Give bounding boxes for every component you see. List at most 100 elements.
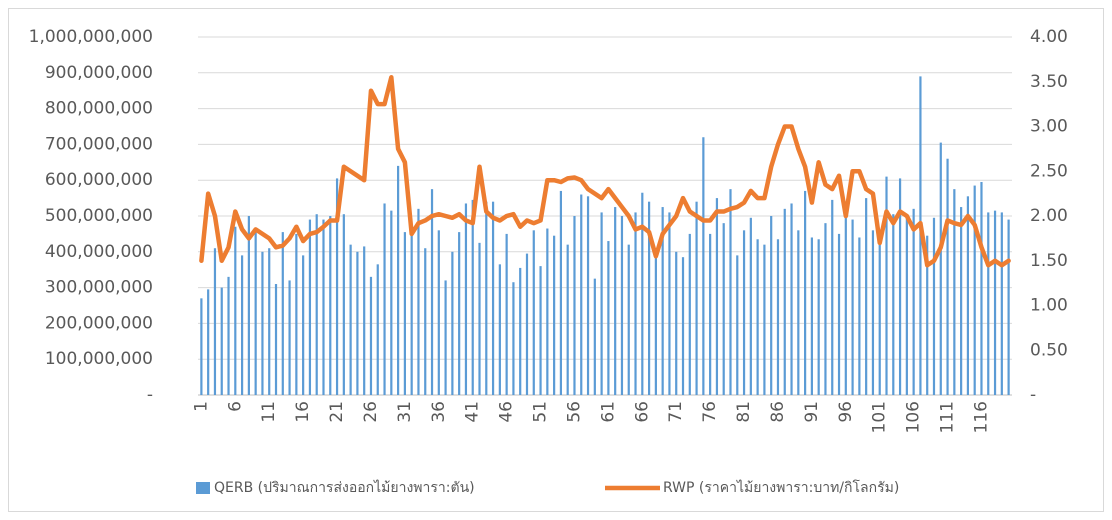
bar bbox=[702, 137, 705, 396]
bar bbox=[783, 208, 786, 395]
y2-tick-label: 0.50 bbox=[1030, 340, 1068, 360]
y2-tick-label: 2.00 bbox=[1030, 206, 1068, 226]
bar bbox=[213, 248, 217, 395]
bar bbox=[363, 246, 366, 395]
x-tick-label: 46 bbox=[497, 401, 517, 423]
legend-label: RWP (ราคาไม้ยางพารา:บาท/กิโลกรัม) bbox=[663, 479, 899, 496]
bar bbox=[417, 208, 420, 395]
bar bbox=[546, 228, 549, 395]
y-tick-label: - bbox=[147, 385, 153, 405]
bar bbox=[647, 201, 651, 395]
y-tick-label: 200,000,000 bbox=[45, 313, 153, 333]
bar bbox=[763, 244, 766, 395]
x-tick-label: 71 bbox=[666, 401, 686, 423]
y2-tick-label: 3.50 bbox=[1030, 72, 1068, 92]
bar bbox=[261, 251, 264, 395]
y2-tick-label: - bbox=[1030, 385, 1036, 405]
bar bbox=[898, 178, 902, 395]
x-tick-label: 76 bbox=[700, 401, 720, 423]
chart-frame bbox=[8, 8, 1104, 512]
bar bbox=[661, 207, 664, 395]
bar bbox=[342, 214, 345, 395]
bar bbox=[668, 212, 671, 395]
y-tick-label: 900,000,000 bbox=[45, 63, 153, 83]
bar bbox=[905, 216, 908, 395]
x-tick-label: 21 bbox=[327, 401, 347, 423]
bar bbox=[865, 198, 868, 395]
bar bbox=[220, 287, 223, 395]
bar bbox=[932, 217, 936, 395]
bar bbox=[553, 235, 556, 395]
bar bbox=[804, 190, 807, 395]
bar bbox=[397, 165, 400, 395]
legend-label: QERB (ปริมาณการส่งออกไม้ยางพารา:ตัน) bbox=[214, 479, 475, 496]
bar bbox=[824, 223, 827, 395]
y-tick-label: 100,000,000 bbox=[45, 349, 153, 369]
x-tick-label: 41 bbox=[463, 401, 483, 423]
bar bbox=[614, 207, 617, 395]
bar bbox=[770, 216, 773, 395]
y2-tick-label: 3.00 bbox=[1030, 117, 1068, 137]
y-tick-label: 300,000,000 bbox=[45, 278, 153, 298]
bar bbox=[458, 232, 461, 395]
y-tick-label: 600,000,000 bbox=[45, 170, 153, 190]
x-tick-label: 1 bbox=[191, 401, 211, 412]
x-tick-label: 51 bbox=[531, 401, 551, 423]
x-tick-label: 106 bbox=[904, 401, 924, 433]
bar bbox=[451, 251, 454, 395]
line-series bbox=[199, 75, 1011, 268]
bar bbox=[356, 251, 359, 395]
bar bbox=[600, 212, 603, 395]
bar bbox=[274, 284, 278, 395]
x-tick-label: 96 bbox=[836, 401, 856, 423]
bar bbox=[966, 196, 970, 395]
y-tick-label: 800,000,000 bbox=[45, 99, 153, 119]
x-tick-label: 91 bbox=[802, 401, 822, 423]
bar bbox=[878, 237, 881, 395]
bar bbox=[444, 280, 447, 395]
bar bbox=[329, 216, 332, 395]
bar bbox=[491, 201, 495, 395]
bar bbox=[586, 196, 590, 395]
bar bbox=[688, 233, 691, 395]
bar bbox=[430, 189, 434, 395]
x-tick-label: 61 bbox=[598, 401, 618, 423]
bar bbox=[858, 237, 861, 395]
bar bbox=[634, 212, 637, 395]
bar bbox=[627, 244, 630, 395]
bar bbox=[268, 248, 271, 395]
bar bbox=[505, 233, 508, 395]
bar bbox=[1000, 212, 1003, 395]
bar bbox=[926, 235, 929, 395]
bar bbox=[485, 201, 488, 395]
bar bbox=[892, 214, 895, 395]
bar bbox=[512, 282, 515, 395]
bar bbox=[844, 214, 847, 395]
bar bbox=[980, 181, 983, 395]
bar bbox=[302, 255, 305, 395]
bar bbox=[424, 248, 427, 395]
bar bbox=[715, 198, 719, 395]
x-tick-label: 11 bbox=[259, 401, 279, 423]
x-tick-label: 6 bbox=[225, 401, 245, 412]
bar bbox=[234, 226, 237, 395]
bar bbox=[831, 199, 834, 395]
bar bbox=[532, 230, 535, 395]
y-tick-label: 500,000,000 bbox=[45, 206, 153, 226]
bar bbox=[776, 239, 780, 395]
bar bbox=[437, 230, 440, 395]
bar bbox=[960, 207, 963, 395]
bar bbox=[559, 190, 563, 395]
bar bbox=[254, 230, 257, 395]
bar bbox=[207, 289, 210, 395]
bar bbox=[478, 242, 481, 395]
bar bbox=[810, 237, 813, 395]
x-tick-label: 111 bbox=[938, 401, 958, 433]
bar bbox=[525, 253, 529, 395]
bar bbox=[817, 239, 820, 395]
bar bbox=[403, 232, 406, 395]
bar bbox=[946, 158, 949, 395]
bar bbox=[390, 210, 393, 395]
bar bbox=[200, 298, 203, 395]
